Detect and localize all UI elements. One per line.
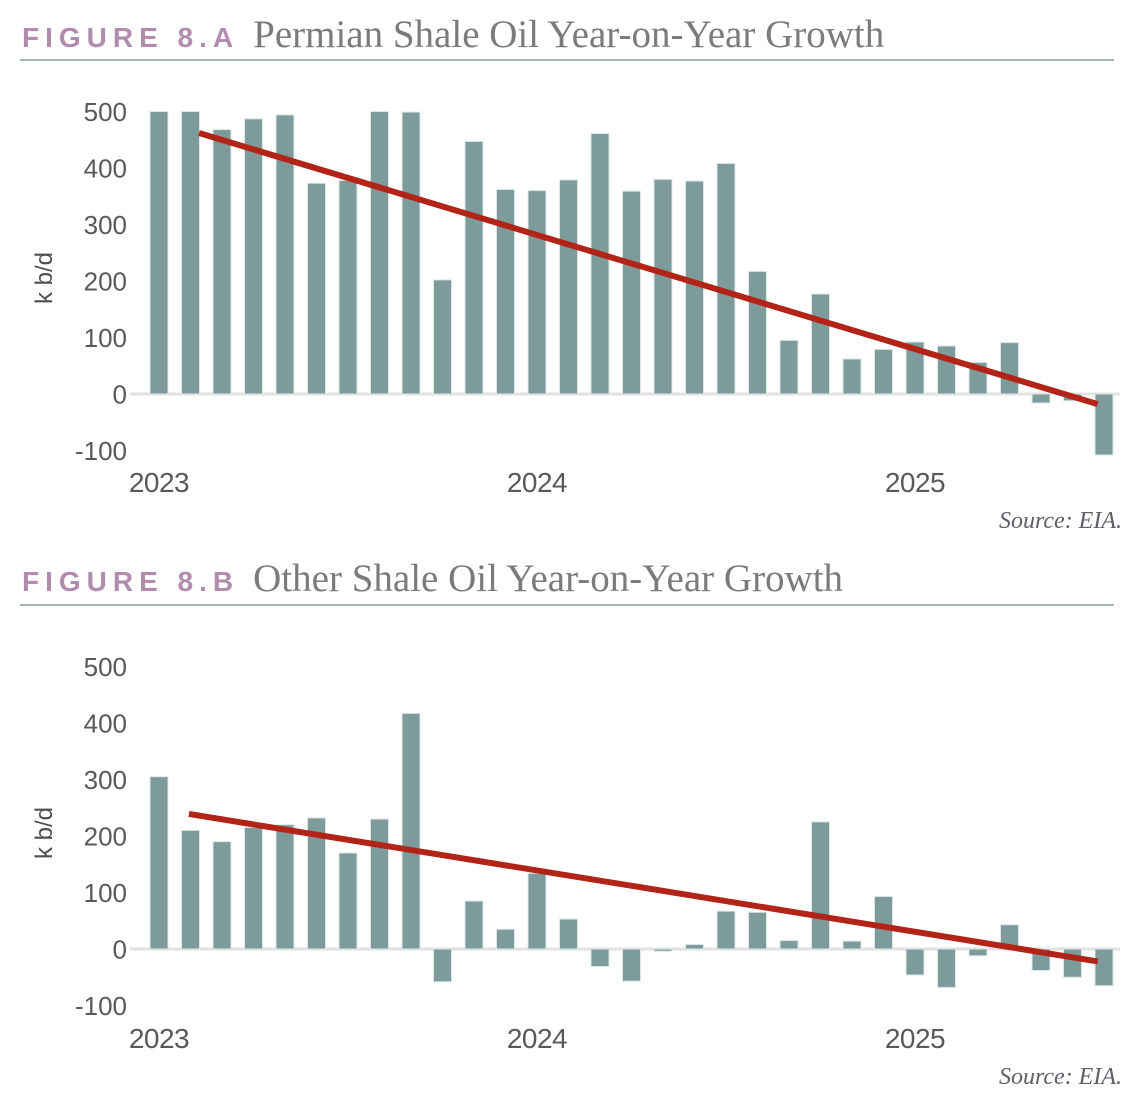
bar [1094, 393, 1114, 456]
figure-b-chart: 500 400 300 200 100 0 -100 k b/d 2023 2024 2025 [31, 652, 1120, 1054]
bar [244, 827, 263, 950]
y-tick-label: 500 [84, 97, 127, 127]
bar [653, 948, 673, 952]
bar [496, 188, 515, 395]
bar [307, 182, 326, 395]
bar [874, 348, 893, 395]
y-tick-label: 0 [113, 379, 127, 409]
bar [842, 358, 862, 395]
y-tick-label: 300 [84, 210, 127, 240]
figure-a-label: FIGURE 8.A [22, 22, 240, 53]
x-tick-label: 2025 [885, 1023, 945, 1054]
bar [905, 948, 925, 976]
x-tick-label: 2023 [129, 1023, 189, 1054]
bar [307, 817, 326, 950]
bar [748, 911, 767, 950]
bar [716, 910, 736, 950]
trendline [198, 130, 1099, 408]
bar [1094, 948, 1114, 987]
bar [527, 190, 547, 395]
bar [559, 179, 578, 395]
figure-a-chart: 500 400 300 200 100 0 -100 k b/d 2023 2024 2025 [31, 97, 1120, 498]
bar [275, 824, 295, 950]
bar [370, 111, 389, 395]
y-tick-label: -100 [75, 436, 127, 466]
figure-a-title: Permian Shale Oil Year-on-Year Growth [253, 13, 885, 56]
bar [559, 918, 578, 950]
figure-b-label: FIGURE 8.B [22, 566, 240, 597]
trendline [188, 811, 1099, 965]
bar [464, 900, 484, 950]
bar [338, 852, 358, 950]
y-axis-title: k b/d [31, 807, 58, 859]
bar [590, 133, 610, 395]
figure-a-header: FIGURE 8.A Permian Shale Oil Year-on-Yea… [22, 12, 884, 57]
bar [149, 111, 169, 395]
bar [370, 818, 389, 950]
bar [590, 948, 610, 968]
figure-b-header: FIGURE 8.B Other Shale Oil Year-on-Year … [22, 556, 843, 601]
x-tick-label: 2024 [507, 467, 567, 498]
y-tick-label: 300 [84, 765, 127, 795]
figure-b-source: Source: EIA. [998, 1064, 1122, 1090]
bar [622, 948, 641, 982]
y-tick-label: 200 [84, 266, 127, 296]
bar [433, 948, 452, 983]
bar [149, 776, 169, 950]
bar [685, 943, 704, 950]
bar [1063, 948, 1082, 978]
y-tick-label: 0 [113, 934, 127, 964]
bar [622, 190, 641, 395]
bar [181, 829, 200, 950]
x-tick-label: 2023 [129, 467, 189, 498]
y-axis-title: k b/d [31, 252, 58, 304]
y-tick-label: 100 [84, 323, 127, 353]
figure-a-divider [20, 59, 1114, 61]
figure-b-divider [20, 604, 1114, 606]
bar [496, 928, 515, 950]
bar [401, 712, 421, 950]
bar [811, 293, 830, 395]
bar [244, 118, 263, 395]
y-tick-label: 400 [84, 153, 127, 183]
bar [527, 872, 547, 950]
bar [275, 114, 295, 395]
bar [401, 111, 421, 395]
figure-b-title: Other Shale Oil Year-on-Year Growth [253, 557, 844, 600]
x-tick-label: 2024 [507, 1023, 567, 1054]
y-tick-label: -100 [75, 991, 127, 1021]
bar [811, 821, 830, 950]
bar [1000, 342, 1019, 395]
bar [212, 841, 232, 950]
bar [779, 940, 799, 950]
bar [937, 345, 956, 395]
y-tick-label: 500 [84, 652, 127, 682]
bar [905, 341, 925, 395]
bar [1031, 393, 1051, 404]
bar [464, 140, 484, 395]
figure-a-source: Source: EIA. [998, 508, 1122, 534]
bar [716, 162, 736, 395]
bar [653, 178, 673, 395]
bar [937, 948, 956, 988]
bar [842, 940, 862, 950]
bar [338, 179, 358, 395]
y-tick-label: 100 [84, 878, 127, 908]
y-tick-label: 400 [84, 708, 127, 738]
bar [433, 279, 452, 395]
bar [779, 339, 799, 395]
x-tick-label: 2025 [885, 467, 945, 498]
bar [181, 111, 200, 395]
y-tick-label: 200 [84, 821, 127, 851]
bar [748, 270, 767, 395]
bar [968, 948, 988, 957]
bar [212, 129, 232, 395]
